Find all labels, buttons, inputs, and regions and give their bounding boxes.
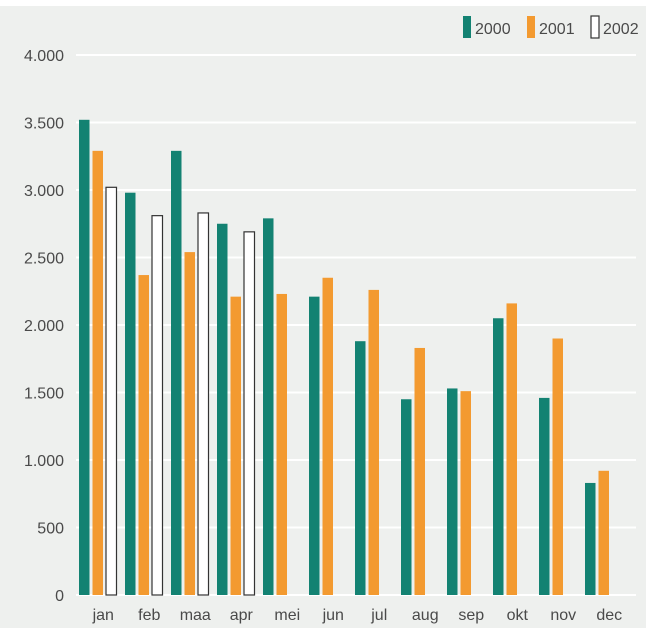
legend-label-2001: 2001	[539, 21, 575, 38]
x-tick-label: jun	[322, 607, 344, 624]
legend-swatch-2001	[527, 16, 535, 38]
x-tick-label: dec	[596, 607, 622, 624]
bar-2001-dec	[598, 470, 609, 595]
bar-2000-okt	[493, 318, 504, 595]
bar-2000-aug	[401, 399, 412, 595]
y-tick-label: 2.500	[24, 251, 64, 268]
bar-2001-jul	[368, 289, 379, 595]
legend-label-2000: 2000	[475, 21, 511, 38]
x-axis-ticks: jan feb maa apr mei jun jul aug sep okt nov dec	[92, 607, 623, 624]
bar-2000-maa	[171, 150, 182, 595]
bar-2000-jun	[309, 296, 320, 595]
bar-2001-apr	[230, 296, 241, 595]
bar-2002-apr	[243, 231, 256, 596]
x-tick-label: maa	[180, 607, 211, 624]
bar-2001-aug	[414, 347, 425, 595]
bar-2001-nov	[552, 338, 563, 595]
bar-2001-feb	[138, 275, 149, 595]
bar-2000-feb	[125, 192, 136, 595]
bar-2000-apr	[217, 223, 228, 595]
bars	[79, 119, 609, 596]
bar-2002-jan	[105, 186, 118, 596]
y-tick-label: 0	[55, 588, 64, 605]
y-tick-label: 500	[37, 521, 64, 538]
x-tick-label: nov	[550, 607, 576, 624]
bar-2001-jan	[92, 150, 103, 595]
x-tick-label: jan	[92, 607, 114, 624]
bar-2002-maa	[197, 212, 210, 596]
y-tick-label: 3.500	[24, 116, 64, 133]
bar-2001-mei	[276, 293, 287, 595]
x-tick-label: sep	[458, 607, 484, 624]
y-tick-label: 1.500	[24, 386, 64, 403]
bar-2001-maa	[184, 252, 195, 595]
x-tick-label: feb	[138, 607, 160, 624]
x-tick-label: aug	[412, 607, 439, 624]
x-tick-label: jul	[370, 607, 387, 624]
legend-label-2002: 2002	[603, 21, 639, 38]
bar-2000-jul	[355, 341, 366, 595]
bar-2001-sep	[460, 391, 471, 595]
x-tick-label: okt	[507, 607, 529, 624]
y-axis-ticks: 0 500 1.000 1.500 2.000 2.500 3.000 3.500 4.000	[24, 48, 64, 605]
bar-2001-jun	[322, 277, 333, 595]
legend-swatch-2000	[463, 16, 471, 38]
y-tick-label: 1.000	[24, 453, 64, 470]
bar-2000-sep	[447, 388, 458, 595]
bar-2000-mei	[263, 218, 274, 595]
bar-2002-feb	[151, 215, 164, 596]
legend: 2000 2001 2002	[463, 15, 639, 39]
legend-swatch-2002	[590, 15, 600, 39]
x-tick-label: apr	[230, 607, 254, 624]
bar-2000-nov	[539, 397, 550, 595]
x-tick-label: mei	[274, 607, 300, 624]
bar-2000-jan	[79, 119, 90, 596]
bar-2001-okt	[506, 303, 517, 595]
y-tick-label: 2.000	[24, 318, 64, 335]
bar-2000-dec	[585, 482, 596, 595]
y-tick-label: 3.000	[24, 183, 64, 200]
y-tick-label: 4.000	[24, 48, 64, 65]
